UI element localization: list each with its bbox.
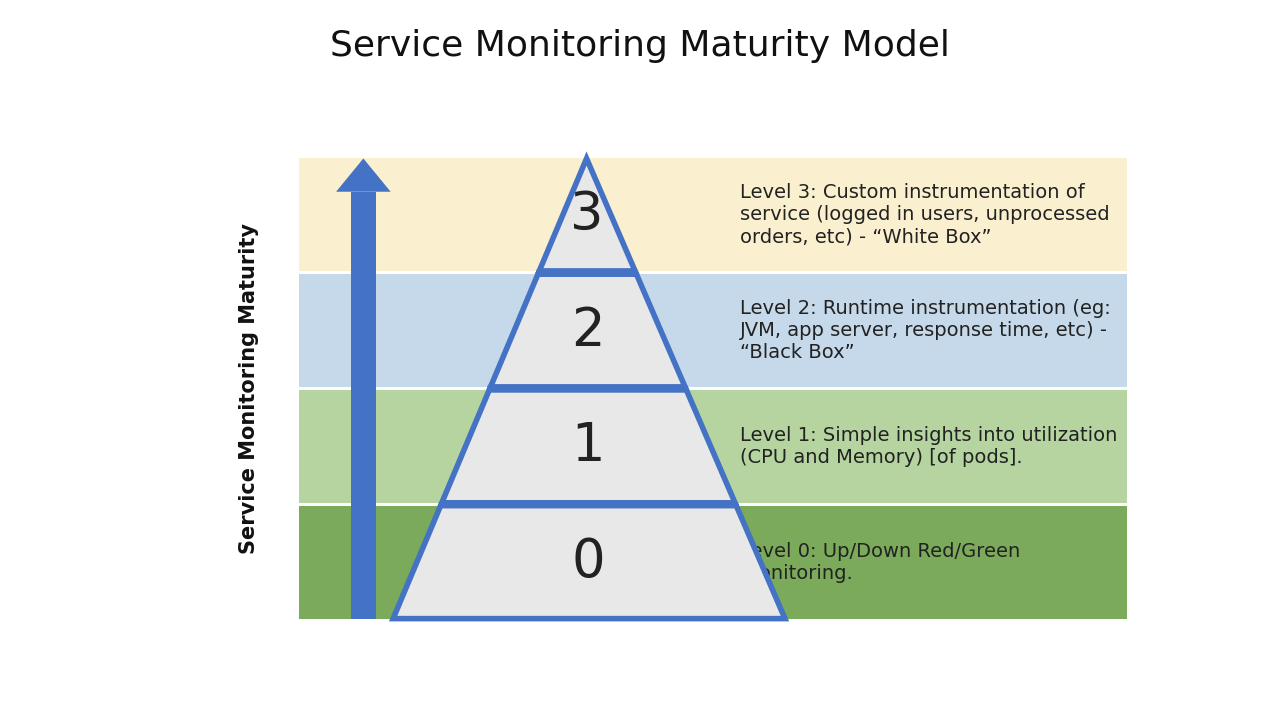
Text: 0: 0: [572, 536, 605, 588]
Bar: [300, 274, 1128, 387]
Text: 1: 1: [571, 420, 605, 472]
Bar: [300, 505, 1128, 618]
Polygon shape: [393, 505, 785, 618]
Text: Service Monitoring Maturity Model: Service Monitoring Maturity Model: [330, 29, 950, 63]
Bar: [300, 390, 1128, 503]
Polygon shape: [539, 158, 635, 271]
Polygon shape: [442, 390, 735, 503]
Text: 2: 2: [571, 305, 604, 356]
Text: Level 3: Custom instrumentation of
service (logged in users, unprocessed
orders,: Level 3: Custom instrumentation of servi…: [740, 184, 1110, 246]
Bar: [300, 158, 1128, 271]
Bar: [351, 192, 376, 618]
Text: Level 0: Up/Down Red/Green
monitoring.: Level 0: Up/Down Red/Green monitoring.: [740, 541, 1020, 582]
Text: Service Monitoring Maturity: Service Monitoring Maturity: [239, 223, 260, 554]
Text: Level 2: Runtime instrumentation (eg:
JVM, app server, response time, etc) -
“Bl: Level 2: Runtime instrumentation (eg: JV…: [740, 300, 1111, 362]
Polygon shape: [490, 274, 685, 387]
Text: 3: 3: [570, 189, 604, 241]
Polygon shape: [337, 158, 390, 192]
Text: Level 1: Simple insights into utilization
(CPU and Memory) [of pods].: Level 1: Simple insights into utilizatio…: [740, 426, 1117, 467]
